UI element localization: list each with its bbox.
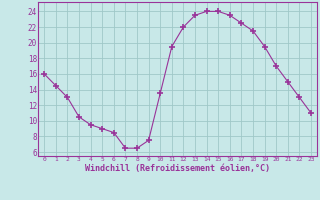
X-axis label: Windchill (Refroidissement éolien,°C): Windchill (Refroidissement éolien,°C) [85,164,270,173]
